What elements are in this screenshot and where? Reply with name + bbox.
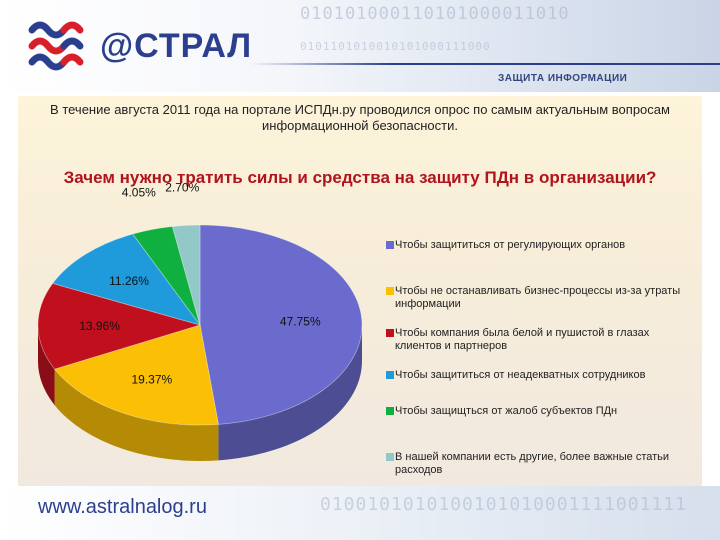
data-label-1: 47.75% xyxy=(280,314,321,328)
pie-slice-side-3 xyxy=(38,325,55,406)
pie-slice-3 xyxy=(37,282,202,370)
binary-decoration-bottom: 0101101010010101000111000 xyxy=(300,40,491,53)
legend-label-2: Чтобы не останавливать бизнес-процессы и… xyxy=(395,285,681,310)
legend-label-4: Чтобы защититься от неадекватных сотрудн… xyxy=(395,369,646,381)
legend-swatch-1 xyxy=(386,241,394,249)
astral-logo-icon xyxy=(28,21,84,71)
pie-slice-4 xyxy=(52,233,202,326)
legend-item-2: Чтобы не останавливать бизнес-процессы и… xyxy=(386,285,696,311)
chart-title: Зачем нужно тратить силы и средства на з… xyxy=(63,168,657,187)
pie-slice-side-2 xyxy=(54,369,219,461)
header-subtitle: ЗАЩИТА ИНФОРМАЦИИ xyxy=(498,73,628,84)
legend-item-5: Чтобы защищться от жалоб субъектов ПДн xyxy=(386,405,696,418)
data-label-3: 13.96% xyxy=(79,319,120,333)
legend-swatch-2 xyxy=(386,287,394,295)
pie-slice-5 xyxy=(132,226,201,326)
legend-item-3: Чтобы компания была белой и пушистой в г… xyxy=(386,327,696,353)
legend-swatch-5 xyxy=(386,407,394,415)
legend-item-1: Чтобы защититься от регулирующих органов xyxy=(386,239,696,252)
legend-item-6: В нашей компании есть другие, более важн… xyxy=(386,451,696,477)
pie-slice-6 xyxy=(171,224,201,326)
header-banner: 010101000110101000011010 010110101001010… xyxy=(0,0,720,92)
data-label-5: 4.05% xyxy=(122,186,156,200)
brand-logo-text: @СТРАЛ xyxy=(100,27,253,65)
pie-slice-side-1 xyxy=(218,325,362,461)
legend-swatch-4 xyxy=(386,371,394,379)
legend-item-4: Чтобы защититься от неадекватных сотрудн… xyxy=(386,369,696,382)
data-label-2: 19.37% xyxy=(131,372,172,386)
pie-slice-2 xyxy=(53,324,219,426)
legend-label-6: В нашей компании есть другие, более важн… xyxy=(395,451,670,476)
legend-swatch-6 xyxy=(386,453,394,461)
pie-slice-1 xyxy=(199,224,363,425)
footer-banner: 0100101010100101010001111001111 xyxy=(0,486,720,540)
legend-label-1: Чтобы защититься от регулирующих органов xyxy=(395,239,626,251)
intro-text: В течение августа 2011 года на портале И… xyxy=(50,102,670,133)
binary-decoration-footer: 0100101010100101010001111001111 xyxy=(320,494,687,515)
legend-label-5: Чтобы защищться от жалоб субъектов ПДн xyxy=(395,405,618,417)
legend-label-3: Чтобы компания была белой и пушистой в г… xyxy=(395,327,650,352)
binary-decoration-top: 010101000110101000011010 xyxy=(300,4,570,24)
footer-url: www.astralnalog.ru xyxy=(38,496,207,518)
data-label-4: 11.26% xyxy=(109,274,149,288)
pie-depth xyxy=(38,325,362,461)
data-label-6: 2.70% xyxy=(165,180,199,194)
legend-swatch-3 xyxy=(386,329,394,337)
header-divider xyxy=(250,63,720,65)
